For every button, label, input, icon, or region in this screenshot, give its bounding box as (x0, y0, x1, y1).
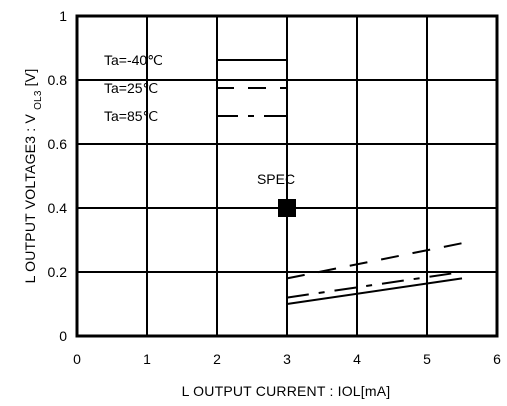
legend: Ta=-40℃ Ta=25℃ Ta=85℃ (104, 52, 288, 124)
y-axis-title: L OUTPUT VOLTAGE3 : V OL3 [V] (22, 69, 44, 284)
spec-label: SPEC (257, 171, 295, 187)
x-tick-label: 6 (493, 351, 501, 367)
x-tick-label: 3 (283, 351, 291, 367)
y-tick-label: 0.4 (48, 200, 68, 216)
legend-label-1: Ta=25℃ (104, 80, 158, 96)
x-tick-label: 5 (423, 351, 431, 367)
y-tick-label: 0.6 (48, 136, 68, 152)
y-axis-title-subscript: OL3 (33, 90, 44, 110)
plot-frame (75, 14, 499, 338)
series-layer (286, 242, 463, 305)
y-tick-label: 1 (59, 8, 67, 24)
annotation-layer: SPEC (257, 171, 296, 217)
y-axis-title-suffix: [V] (22, 69, 38, 87)
x-tick-label: 0 (73, 351, 81, 367)
legend-label-2: Ta=85℃ (104, 108, 158, 124)
y-tick-label: 0.8 (48, 72, 68, 88)
series-line-2 (286, 271, 463, 299)
legend-label-0: Ta=-40℃ (104, 52, 163, 68)
y-tick-label: 0.2 (48, 264, 68, 280)
x-axis-title: L OUTPUT CURRENT : IOL[mA] (182, 383, 391, 399)
grid-layer (77, 16, 497, 336)
x-tick-label: 1 (143, 351, 151, 367)
tick-layer: 0 1 2 3 4 5 6 0 0.2 0.4 0.6 0.8 1 (48, 8, 502, 367)
y-tick-label: 0 (59, 328, 67, 344)
series-line-0 (286, 277, 463, 305)
x-tick-label: 2 (213, 351, 221, 367)
spec-marker (278, 199, 296, 217)
x-tick-label: 4 (353, 351, 361, 367)
y-axis-title-prefix: L OUTPUT VOLTAGE3 : V (22, 114, 38, 284)
